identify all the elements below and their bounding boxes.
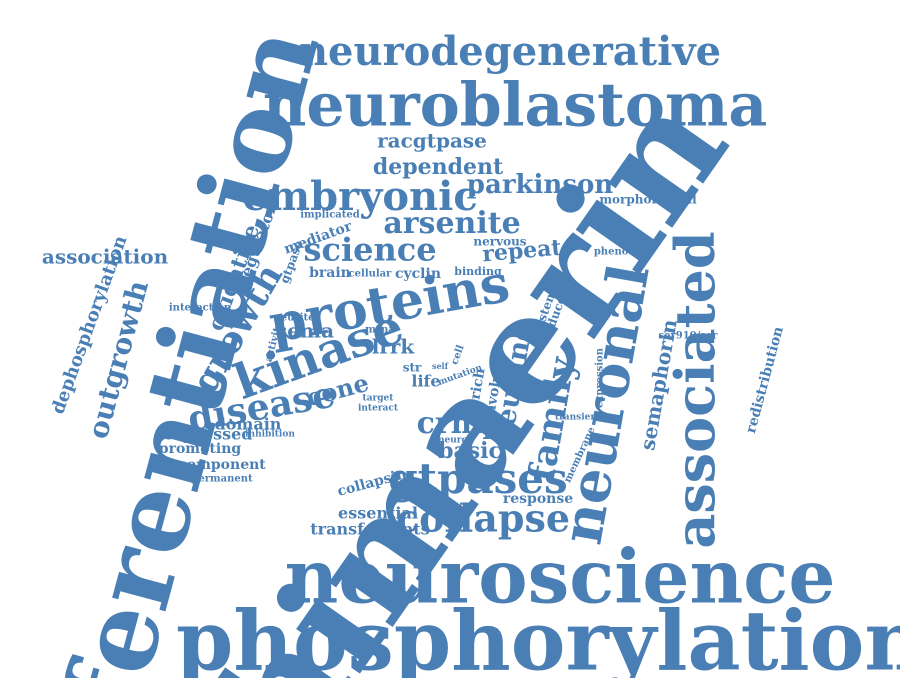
word-lrrk: lrrk bbox=[372, 335, 416, 359]
word-association: association bbox=[42, 245, 169, 269]
word-neurite: neurite bbox=[274, 313, 315, 324]
word-inhibition: inhibition bbox=[245, 430, 295, 440]
word-group: chimaerindifferentiationphosphorylationn… bbox=[0, 14, 900, 678]
word-racgtpase: racgtpase bbox=[377, 129, 487, 153]
word-mrna: mrna bbox=[365, 325, 395, 336]
word-life: life bbox=[411, 372, 440, 391]
word-embryonic: embryonic bbox=[242, 173, 477, 220]
word-transient: transient bbox=[555, 413, 602, 423]
word-self: self bbox=[432, 361, 449, 371]
word-promoting: promoting bbox=[159, 441, 242, 457]
word-neuron: neuron bbox=[438, 436, 475, 446]
word-interact: interact bbox=[358, 404, 399, 414]
word-binding: binding bbox=[454, 265, 502, 278]
word-neuroscience: neuroscience bbox=[285, 535, 836, 621]
word-sema: sema bbox=[276, 319, 334, 343]
word-interaction: interaction bbox=[169, 303, 232, 314]
word-response: response bbox=[503, 491, 573, 507]
word-collapse: collapse bbox=[396, 496, 570, 541]
word-domain: domain bbox=[215, 415, 282, 434]
word-dependent: dependent bbox=[373, 154, 504, 180]
word-basic: basic bbox=[438, 438, 502, 464]
word-ser910-ser: ser910/ser bbox=[658, 331, 718, 342]
word-implicated: implicated bbox=[300, 210, 360, 221]
word-neurodegenerative: neurodegenerative bbox=[299, 28, 721, 75]
word-rich: rich bbox=[467, 367, 488, 401]
word-phosphorylation: phosphorylation bbox=[176, 593, 900, 678]
word-associated: associated bbox=[663, 231, 727, 548]
word-morphological: morphological bbox=[599, 193, 697, 207]
word-essential: essential bbox=[338, 504, 418, 523]
word-science: science bbox=[303, 231, 436, 269]
word-cellular: cellular bbox=[349, 269, 393, 280]
word-phenotype: phenotype bbox=[594, 247, 652, 258]
word-str: str bbox=[403, 361, 422, 375]
word-nervous: nervous bbox=[473, 235, 526, 249]
word-permanent: permanent bbox=[191, 474, 253, 485]
word-crmp: crmp bbox=[417, 406, 504, 441]
word-expression: expression bbox=[595, 347, 606, 408]
word-transfectants: transfectants bbox=[310, 520, 429, 539]
word-arsenite: arsenite bbox=[383, 206, 520, 241]
word-component: component bbox=[178, 457, 266, 473]
word-brain: brain bbox=[309, 265, 351, 281]
word-expressed: expressed bbox=[164, 425, 253, 444]
word-neuroblastoma: neuroblastoma bbox=[263, 71, 768, 141]
word-parkinson: parkinson bbox=[467, 170, 613, 200]
word-cyclin: cyclin bbox=[395, 266, 441, 282]
word-redistribution: redistribution bbox=[743, 325, 787, 435]
word-gtpases: gtpases bbox=[388, 454, 567, 503]
word-target: target bbox=[363, 394, 395, 404]
